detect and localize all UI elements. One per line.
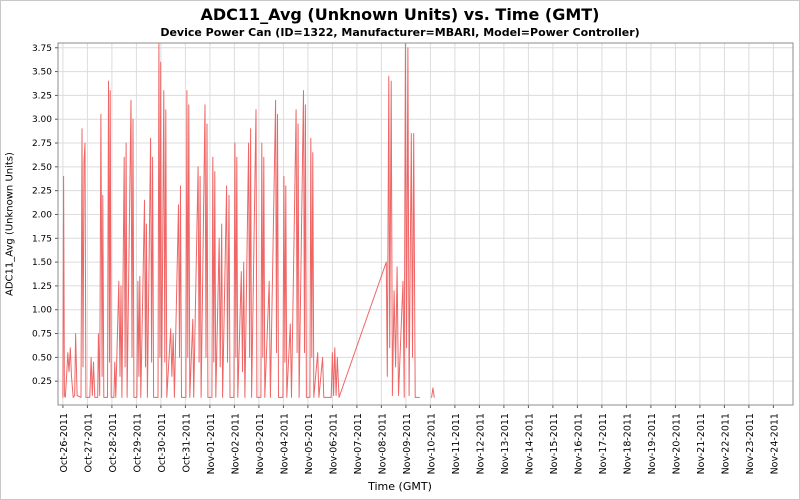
x-tick-label: Nov-06-2011 — [328, 413, 339, 474]
x-tick-label: Nov-09-2011 — [402, 413, 413, 474]
x-tick-label: Nov-01-2011 — [206, 413, 217, 474]
y-tick-label: 2.75 — [32, 139, 52, 149]
x-tick-label: Nov-19-2011 — [647, 413, 658, 474]
chart-subtitle: Device Power Can (ID=1322, Manufacturer=… — [160, 26, 640, 39]
x-tick-label: Nov-24-2011 — [769, 413, 780, 474]
plot-area: 0.25 0.50 0.75 1.00 1.25 1.50 1.75 2.00 2.25 2.50… — [32, 42, 794, 474]
x-tick-label: Oct-29-2011 — [132, 413, 143, 473]
y-tick-label: 3.00 — [32, 115, 52, 125]
y-tick-label: 3.25 — [32, 91, 52, 101]
x-tick-label: Nov-21-2011 — [696, 413, 707, 474]
y-tick-label: 2.00 — [32, 210, 52, 220]
x-tick-label: Nov-13-2011 — [500, 413, 511, 474]
x-axis-label: Time (GMT) — [368, 480, 432, 493]
x-tick-label: Oct-27-2011 — [83, 413, 94, 473]
x-tick-label: Nov-22-2011 — [720, 413, 731, 474]
series-line — [62, 43, 435, 398]
y-tick-label: 2.50 — [32, 163, 52, 173]
y-tick-label: 2.25 — [32, 187, 52, 197]
y-tick-label: 3.50 — [32, 68, 52, 78]
x-tick-label: Oct-28-2011 — [108, 413, 119, 473]
y-tick-label: 1.50 — [32, 258, 52, 268]
y-tick-label: 1.25 — [32, 282, 52, 292]
x-tick-label: Nov-17-2011 — [598, 413, 609, 474]
x-tick-label: Nov-16-2011 — [573, 413, 584, 474]
plot-border — [57, 42, 794, 406]
y-tick-label: 1.00 — [32, 306, 52, 316]
x-tick-label: Nov-14-2011 — [524, 413, 535, 474]
y-tick-label: 3.75 — [32, 44, 52, 54]
x-tick-label: Nov-07-2011 — [353, 413, 364, 474]
x-tick-label: Nov-10-2011 — [426, 413, 437, 474]
x-tick-label: Nov-11-2011 — [451, 413, 462, 474]
y-tick-label: 1.75 — [32, 234, 52, 244]
x-tick-label: Nov-04-2011 — [279, 413, 290, 474]
x-tick-label: Oct-31-2011 — [181, 413, 192, 473]
x-tick-label: Nov-15-2011 — [549, 413, 560, 474]
x-tick-label: Nov-20-2011 — [671, 413, 682, 474]
y-tick-label: 0.25 — [32, 377, 52, 387]
x-tick-label: Nov-08-2011 — [377, 413, 388, 474]
x-tick-label: Oct-26-2011 — [59, 413, 70, 473]
x-tick-label: Nov-05-2011 — [304, 413, 315, 474]
x-tick-label: Nov-18-2011 — [622, 413, 633, 474]
x-tick-label: Nov-23-2011 — [745, 413, 756, 474]
x-tick-label: Nov-12-2011 — [475, 413, 486, 474]
x-tick-label: Nov-02-2011 — [230, 413, 241, 474]
chart-title: ADC11_Avg (Unknown Units) vs. Time (GMT) — [200, 5, 600, 24]
x-tick-label: Oct-30-2011 — [157, 413, 168, 473]
x-tick-label: Nov-03-2011 — [255, 413, 266, 474]
y-tick-label: 0.75 — [32, 330, 52, 340]
y-tick-label: 0.50 — [32, 353, 52, 363]
